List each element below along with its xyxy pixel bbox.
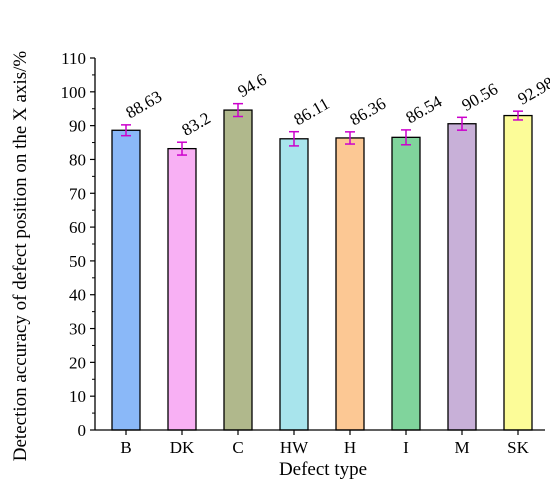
axes-layer [90, 57, 545, 435]
error-bar-c [233, 102, 243, 118]
y-tick-label: 50 [69, 252, 86, 271]
y-tick-label: 30 [69, 320, 86, 339]
error-bar-i [401, 129, 411, 146]
bar-b [111, 129, 141, 431]
bar-sk [503, 114, 533, 431]
bar-m [447, 123, 477, 431]
x-tick-label-h: H [344, 438, 356, 457]
data-label-b: 88.63 [123, 87, 166, 123]
error-bar-m [457, 116, 467, 131]
error-bar-h [345, 131, 355, 145]
y-tick-label: 10 [69, 387, 86, 406]
y-axis-title: Detection accuracy of defect position on… [10, 51, 31, 462]
y-tick-label: 60 [69, 218, 86, 237]
bar-c [223, 109, 253, 431]
data-label-h: 86.36 [347, 94, 390, 130]
data-label-sk: 92.98 [515, 73, 550, 109]
x-tick-label-c: C [232, 438, 243, 457]
y-tick-label: 100 [61, 83, 87, 102]
y-tick-label: 110 [61, 49, 86, 68]
data-label-m: 90.56 [459, 79, 502, 115]
x-tick-label-m: M [454, 438, 469, 457]
error-bar-b [121, 124, 131, 137]
data-label-c: 94.6 [235, 70, 270, 101]
error-bars-layer [121, 102, 523, 156]
y-tick-label: 70 [69, 184, 86, 203]
error-bar-hw [289, 130, 299, 147]
x-tick-label-dk: DK [170, 438, 195, 457]
x-axis-title: Defect type [279, 459, 367, 480]
bar-hw [279, 138, 309, 431]
x-tick-label-b: B [120, 438, 131, 457]
error-bar-dk [177, 141, 187, 156]
bars-layer [111, 109, 533, 431]
bar-h [335, 137, 365, 431]
y-tick-label: 80 [69, 150, 86, 169]
x-tick-label-hw: HW [280, 438, 309, 457]
y-tick-label: 90 [69, 117, 86, 136]
x-tick-label-i: I [403, 438, 409, 457]
y-tick-label: 40 [69, 286, 86, 305]
y-tick-label: 20 [69, 353, 86, 372]
data-label-hw: 86.11 [291, 94, 333, 129]
error-bar-sk [513, 110, 523, 121]
bar-i [391, 136, 421, 431]
data-label-i: 86.54 [403, 92, 446, 128]
data-label-dk: 83.2 [179, 108, 214, 139]
bar-dk [167, 147, 197, 431]
x-tick-label-sk: SK [507, 438, 529, 457]
y-tick-label: 0 [78, 421, 87, 440]
